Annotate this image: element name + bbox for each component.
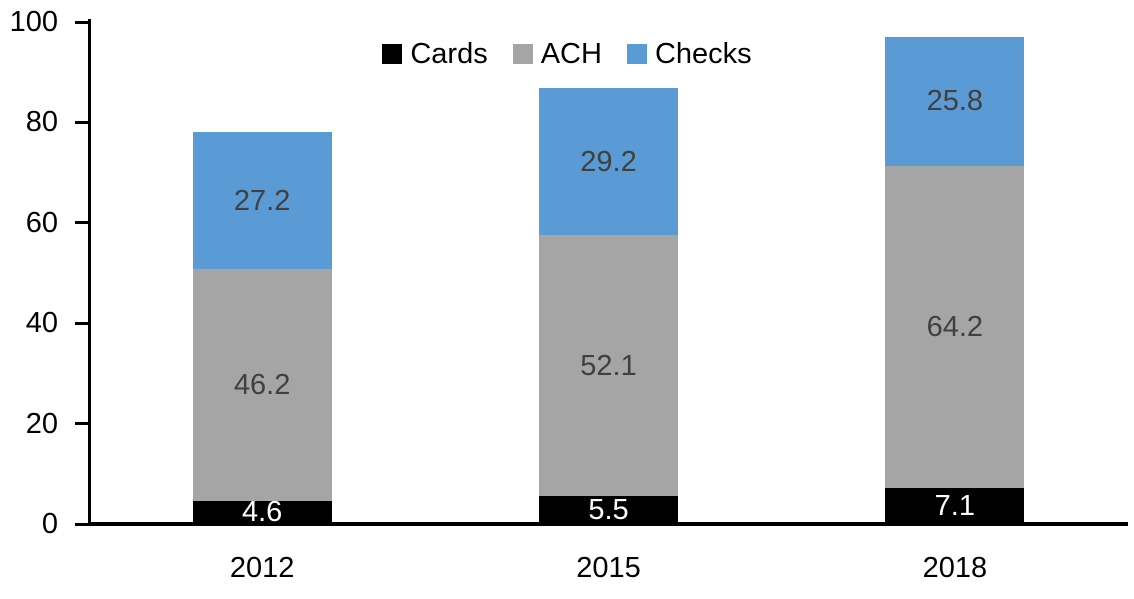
bar-segment-cards-2012: 4.6	[192, 497, 332, 527]
bar-segment-ach-2018: 64.2	[885, 166, 1025, 489]
y-axis-tick-label: 80	[25, 106, 58, 139]
y-axis-tick-mark	[75, 120, 89, 124]
y-axis-tick-label: 40	[25, 307, 58, 340]
x-axis-tick-label-2018: 2018	[922, 552, 988, 584]
y-axis-tick-label: 60	[25, 206, 58, 239]
x-axis-tick-label-2015: 2015	[576, 552, 641, 584]
legend-label: ACH	[540, 38, 602, 70]
y-axis-tick-label: 100	[9, 6, 58, 38]
bar-value-label: 4.6	[241, 496, 283, 529]
y-axis-tick-label: 0	[41, 508, 58, 540]
y-axis-tick-mark	[75, 522, 89, 526]
bar-segment-ach-2012: 46.2	[192, 268, 332, 501]
bar-value-label: 46.2	[233, 368, 291, 401]
chart-legend: Cards ACH Checks	[0, 38, 1134, 70]
bar-value-label: 64.2	[926, 311, 984, 344]
y-axis-tick-mark	[75, 20, 89, 24]
bar-segment-checks-2018: 25.8	[885, 36, 1025, 167]
bar-segment-cards-2018: 7.1	[885, 488, 1025, 524]
y-axis-line	[88, 19, 91, 526]
legend-entry-checks: Checks	[626, 38, 752, 70]
bar-segment-checks-2015: 29.2	[539, 88, 678, 235]
x-axis-tick-label-2012: 2012	[229, 552, 295, 584]
bar-value-label: 7.1	[934, 490, 975, 523]
x-axis-line	[88, 522, 1128, 526]
bar-value-label: 29.2	[580, 145, 637, 178]
bar-value-label: 52.1	[580, 349, 637, 382]
bar-value-label: 25.8	[926, 85, 984, 118]
legend-swatch-checks	[626, 44, 647, 64]
bar-value-label: 5.5	[588, 494, 629, 527]
bar-value-label: 27.2	[233, 184, 291, 217]
legend-label: Checks	[654, 38, 752, 70]
legend-label: Cards	[410, 38, 488, 70]
y-axis-tick-mark	[75, 221, 89, 225]
bar-segment-cards-2015: 5.5	[539, 494, 678, 527]
y-axis-tick-mark	[75, 422, 89, 426]
y-axis-tick-mark	[75, 321, 89, 325]
y-axis-tick-label: 20	[25, 407, 58, 440]
legend-swatch-cards	[382, 44, 403, 64]
legend-entry-ach: ACH	[512, 38, 602, 70]
bar-segment-ach-2015: 52.1	[539, 234, 678, 497]
legend-swatch-ach	[512, 44, 533, 64]
legend-entry-cards: Cards	[382, 38, 488, 70]
bar-segment-checks-2012: 27.2	[192, 132, 332, 269]
